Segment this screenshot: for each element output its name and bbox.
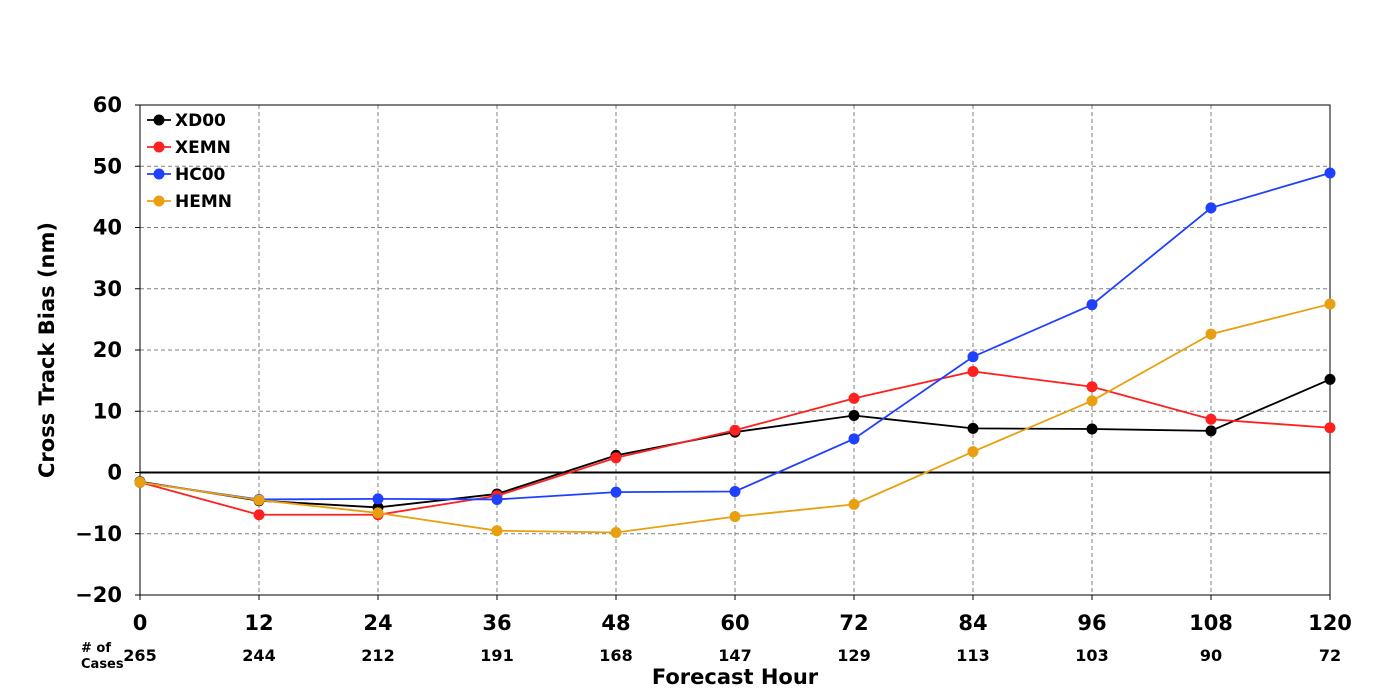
case-count: 212 (361, 646, 394, 665)
data-point-hemn (491, 525, 503, 537)
data-point-xemn (253, 509, 265, 521)
data-point-xemn (610, 452, 622, 464)
data-point-hc00 (372, 493, 384, 505)
data-point-hemn (729, 511, 741, 523)
x-axis-label: Forecast Hour (652, 665, 819, 689)
y-tick-label: 10 (93, 399, 122, 423)
legend-marker (153, 168, 165, 180)
case-count: 244 (242, 646, 275, 665)
data-point-hemn (134, 476, 146, 488)
data-point-hemn (610, 527, 622, 539)
data-point-xemn (1086, 381, 1098, 393)
data-point-xemn (729, 424, 741, 436)
legend: XD00 XEMN HC00 HEMN (147, 111, 232, 212)
y-tick-label: 40 (93, 216, 122, 240)
x-tick-label: 36 (482, 611, 511, 635)
case-count: 168 (599, 646, 632, 665)
legend-label: XD00 (175, 111, 226, 131)
data-point-xd00 (967, 422, 979, 434)
data-point-hemn (372, 507, 384, 519)
legend-marker (153, 141, 165, 153)
data-point-xd00 (848, 410, 860, 422)
case-count: 113 (956, 646, 989, 665)
y-tick-label: −20 (75, 583, 122, 607)
data-point-xd00 (1205, 425, 1217, 437)
data-point-hc00 (1086, 299, 1098, 311)
legend-label: XEMN (175, 138, 231, 158)
y-tick-label: 50 (93, 154, 122, 178)
x-tick-label: 84 (958, 611, 987, 635)
data-point-hemn (848, 498, 860, 510)
case-count: 265 (123, 646, 156, 665)
data-point-hemn (253, 494, 265, 506)
x-tick-label: 120 (1308, 611, 1352, 635)
data-point-xemn (967, 365, 979, 377)
case-count: 90 (1200, 646, 1222, 665)
data-point-xemn (1205, 413, 1217, 425)
data-point-hc00 (729, 485, 741, 497)
x-axis-ticks: 0 12 24 36 48 60 72 84 96 108 120 (133, 595, 1352, 635)
data-point-hemn (1205, 328, 1217, 340)
y-tick-label: 30 (93, 277, 122, 301)
x-tick-label: 48 (601, 611, 630, 635)
x-tick-label: 96 (1077, 611, 1106, 635)
data-point-hc00 (610, 486, 622, 498)
legend-marker (153, 114, 165, 126)
case-count: 147 (718, 646, 751, 665)
data-point-xemn (848, 392, 860, 404)
case-count: 72 (1319, 646, 1341, 665)
data-point-hc00 (967, 351, 979, 363)
data-point-hemn (1086, 395, 1098, 407)
y-tick-label: 60 (93, 93, 122, 117)
legend-label: HC00 (175, 165, 226, 185)
legend-marker (153, 195, 165, 207)
y-tick-label: −10 (75, 522, 122, 546)
data-point-hemn (967, 446, 979, 458)
legend-label: HEMN (175, 192, 232, 212)
data-point-xemn (1324, 422, 1336, 434)
data-point-xd00 (1086, 423, 1098, 435)
cases-label-line2: Cases (81, 657, 124, 672)
case-count: 103 (1075, 646, 1108, 665)
x-tick-label: 108 (1189, 611, 1233, 635)
x-tick-label: 12 (244, 611, 273, 635)
data-point-hc00 (1324, 167, 1336, 179)
data-point-hemn (1324, 298, 1336, 310)
x-tick-label: 24 (363, 611, 392, 635)
y-tick-label: 0 (107, 461, 122, 485)
data-point-hc00 (491, 493, 503, 505)
case-count: 129 (837, 646, 870, 665)
y-axis-label: Cross Track Bias (nm) (35, 222, 59, 478)
y-axis-ticks: −20 −10 0 10 20 30 40 50 60 (75, 93, 140, 607)
case-count: 191 (480, 646, 513, 665)
series-lines (134, 167, 1336, 539)
y-tick-label: 20 (93, 338, 122, 362)
x-tick-label: 60 (720, 611, 749, 635)
x-tick-label: 72 (839, 611, 868, 635)
data-point-xd00 (1324, 373, 1336, 385)
x-tick-label: 0 (133, 611, 148, 635)
cases-label-line1: # of (81, 641, 111, 656)
data-point-hc00 (1205, 202, 1217, 214)
data-point-hc00 (848, 433, 860, 445)
case-counts: 265 244 212 191 168 147 129 113 103 90 72 (123, 646, 1341, 665)
